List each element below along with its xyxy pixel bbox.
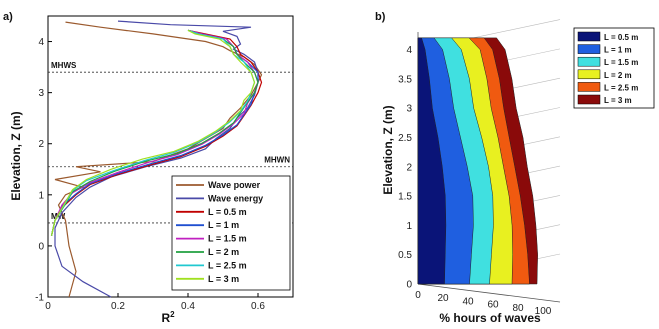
panel-b-y-tick-label: 3.5 bbox=[398, 74, 412, 85]
panel-b-x-axis bbox=[417, 283, 561, 303]
panel-b-legend: L = 0.5 m L = 1 m L = 1.5 m L = 2 m L = 2.5 … bbox=[573, 27, 655, 109]
panel-a-x-tick-label: 0 bbox=[45, 301, 51, 312]
legend-label: L = 2 m bbox=[604, 71, 632, 80]
legend-label: L = 1.5 m bbox=[604, 58, 638, 67]
legend-swatch bbox=[577, 31, 601, 42]
panel-a-legend: Wave power Wave energy L = 0.5 m L = 1 m L =… bbox=[171, 175, 291, 291]
panel-b-x-tick-label: 40 bbox=[462, 296, 474, 307]
legend-label: L = 1.5 m bbox=[208, 234, 247, 244]
panel-a-x-tick-label: 0.2 bbox=[111, 301, 125, 312]
legend-label: L = 2.5 m bbox=[604, 83, 638, 92]
legend-label: Wave energy bbox=[208, 193, 263, 203]
legend-label: L = 0.5 m bbox=[208, 207, 247, 217]
panel-b-legend-box bbox=[573, 27, 655, 109]
legend-label: L = 3 m bbox=[604, 96, 632, 105]
series-line-wave-power bbox=[54, 21, 263, 298]
panel-a-x-tick-label: 0.6 bbox=[251, 301, 265, 312]
reference-label-mhwn: MHWN bbox=[264, 156, 290, 165]
panel-a-y-tick-label: 4 bbox=[38, 37, 44, 48]
panel-b-y-tick-label: 0 bbox=[406, 280, 412, 291]
panel-b-y-tick-label: 3 bbox=[406, 104, 412, 115]
panel-a-x-axis-label: R2 bbox=[161, 310, 175, 325]
panel-a-y-axis-label: Elevation, Z (m) bbox=[9, 111, 23, 200]
legend-label: L = 2.5 m bbox=[208, 260, 247, 270]
legend-swatch bbox=[577, 44, 601, 54]
panel-a-legend-box bbox=[171, 175, 291, 291]
reference-label-mw: MW bbox=[51, 212, 66, 221]
legend-label: L = 1 m bbox=[604, 46, 632, 55]
panel-b-y-tick-label: 1 bbox=[406, 221, 412, 232]
legend-swatch bbox=[577, 94, 601, 105]
panel-b-y-axis-label: Elevation, Z (m) bbox=[381, 105, 395, 194]
panel-b-y-tick-label: 0.5 bbox=[398, 250, 412, 261]
panel-b-y-tick-label: 2.5 bbox=[398, 133, 412, 144]
legend-label: L = 0.5 m bbox=[604, 33, 638, 42]
panel-b-x-tick-label: 60 bbox=[487, 300, 499, 311]
legend-swatch bbox=[577, 69, 601, 80]
area-band-l-0-5-m bbox=[417, 37, 447, 285]
legend-label: L = 2 m bbox=[208, 247, 239, 257]
legend-swatch bbox=[577, 82, 601, 92]
panel-b-x-axis-label: % hours of waves bbox=[439, 311, 541, 325]
panel-b-x-tick-label: 80 bbox=[512, 303, 524, 314]
panel-b-y-tick-label: 1.5 bbox=[398, 192, 412, 203]
series-line-l-2-m bbox=[50, 29, 259, 236]
series-line-l-3-m bbox=[50, 29, 256, 236]
panel-b: 0 0.5 1 1.5 2 2.5 3 3.5 4 0 20 40 60 80 100 Elevation… bbox=[381, 19, 655, 325]
panel-a-y-tick-label: 0 bbox=[38, 241, 44, 252]
panel-a-y-tick-label: -1 bbox=[35, 293, 44, 304]
panel-a-y-tick-label: 1 bbox=[38, 190, 44, 201]
panel-b-label: b) bbox=[375, 11, 386, 23]
legend-swatch bbox=[577, 56, 601, 67]
legend-label: L = 3 m bbox=[208, 274, 239, 284]
panel-a-label: a) bbox=[3, 11, 13, 23]
panel-b-y-tick-label: 4 bbox=[406, 45, 412, 56]
panel-a-y-tick-label: 3 bbox=[38, 88, 44, 99]
panel-b-x-tick-label: 20 bbox=[437, 293, 449, 304]
panel-b-x-tick-label: 0 bbox=[415, 290, 421, 301]
legend-label: Wave power bbox=[208, 180, 261, 190]
panel-a-y-tick-label: 2 bbox=[38, 139, 44, 150]
panel-b-y-tick-label: 2 bbox=[406, 162, 412, 173]
panel-a-x-axis-label-main: R bbox=[161, 311, 170, 325]
panel-a-x-tick-label: 0.4 bbox=[181, 301, 195, 312]
legend-label: L = 1 m bbox=[208, 220, 239, 230]
panel-a-x-axis-label-superscript: 2 bbox=[170, 310, 175, 319]
panel-b-x-tick-label: 100 bbox=[535, 306, 552, 317]
reference-label-mhws: MHWS bbox=[51, 61, 77, 70]
